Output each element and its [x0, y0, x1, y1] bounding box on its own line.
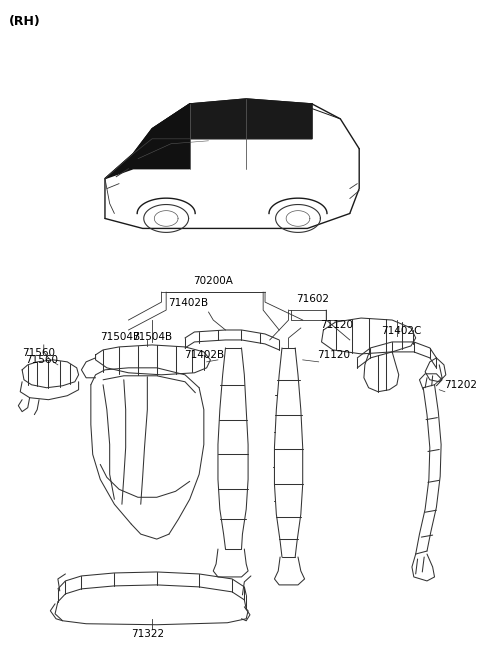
Text: 71560: 71560 [23, 348, 56, 358]
Text: 71402B: 71402B [184, 350, 224, 360]
Text: 71504B: 71504B [132, 332, 172, 342]
Text: 70200A: 70200A [193, 276, 233, 286]
Polygon shape [152, 99, 312, 139]
Text: 71120: 71120 [320, 320, 353, 330]
Polygon shape [105, 104, 190, 179]
Text: 71504B: 71504B [100, 332, 140, 342]
Text: 71602: 71602 [296, 294, 329, 304]
Text: 71322: 71322 [131, 629, 164, 639]
Text: 71202: 71202 [444, 380, 477, 390]
Text: 71402B: 71402B [168, 298, 208, 308]
Text: 71402C: 71402C [382, 326, 422, 336]
Text: 71120: 71120 [317, 350, 350, 360]
Text: 71560: 71560 [25, 355, 58, 365]
Text: (RH): (RH) [9, 15, 41, 28]
